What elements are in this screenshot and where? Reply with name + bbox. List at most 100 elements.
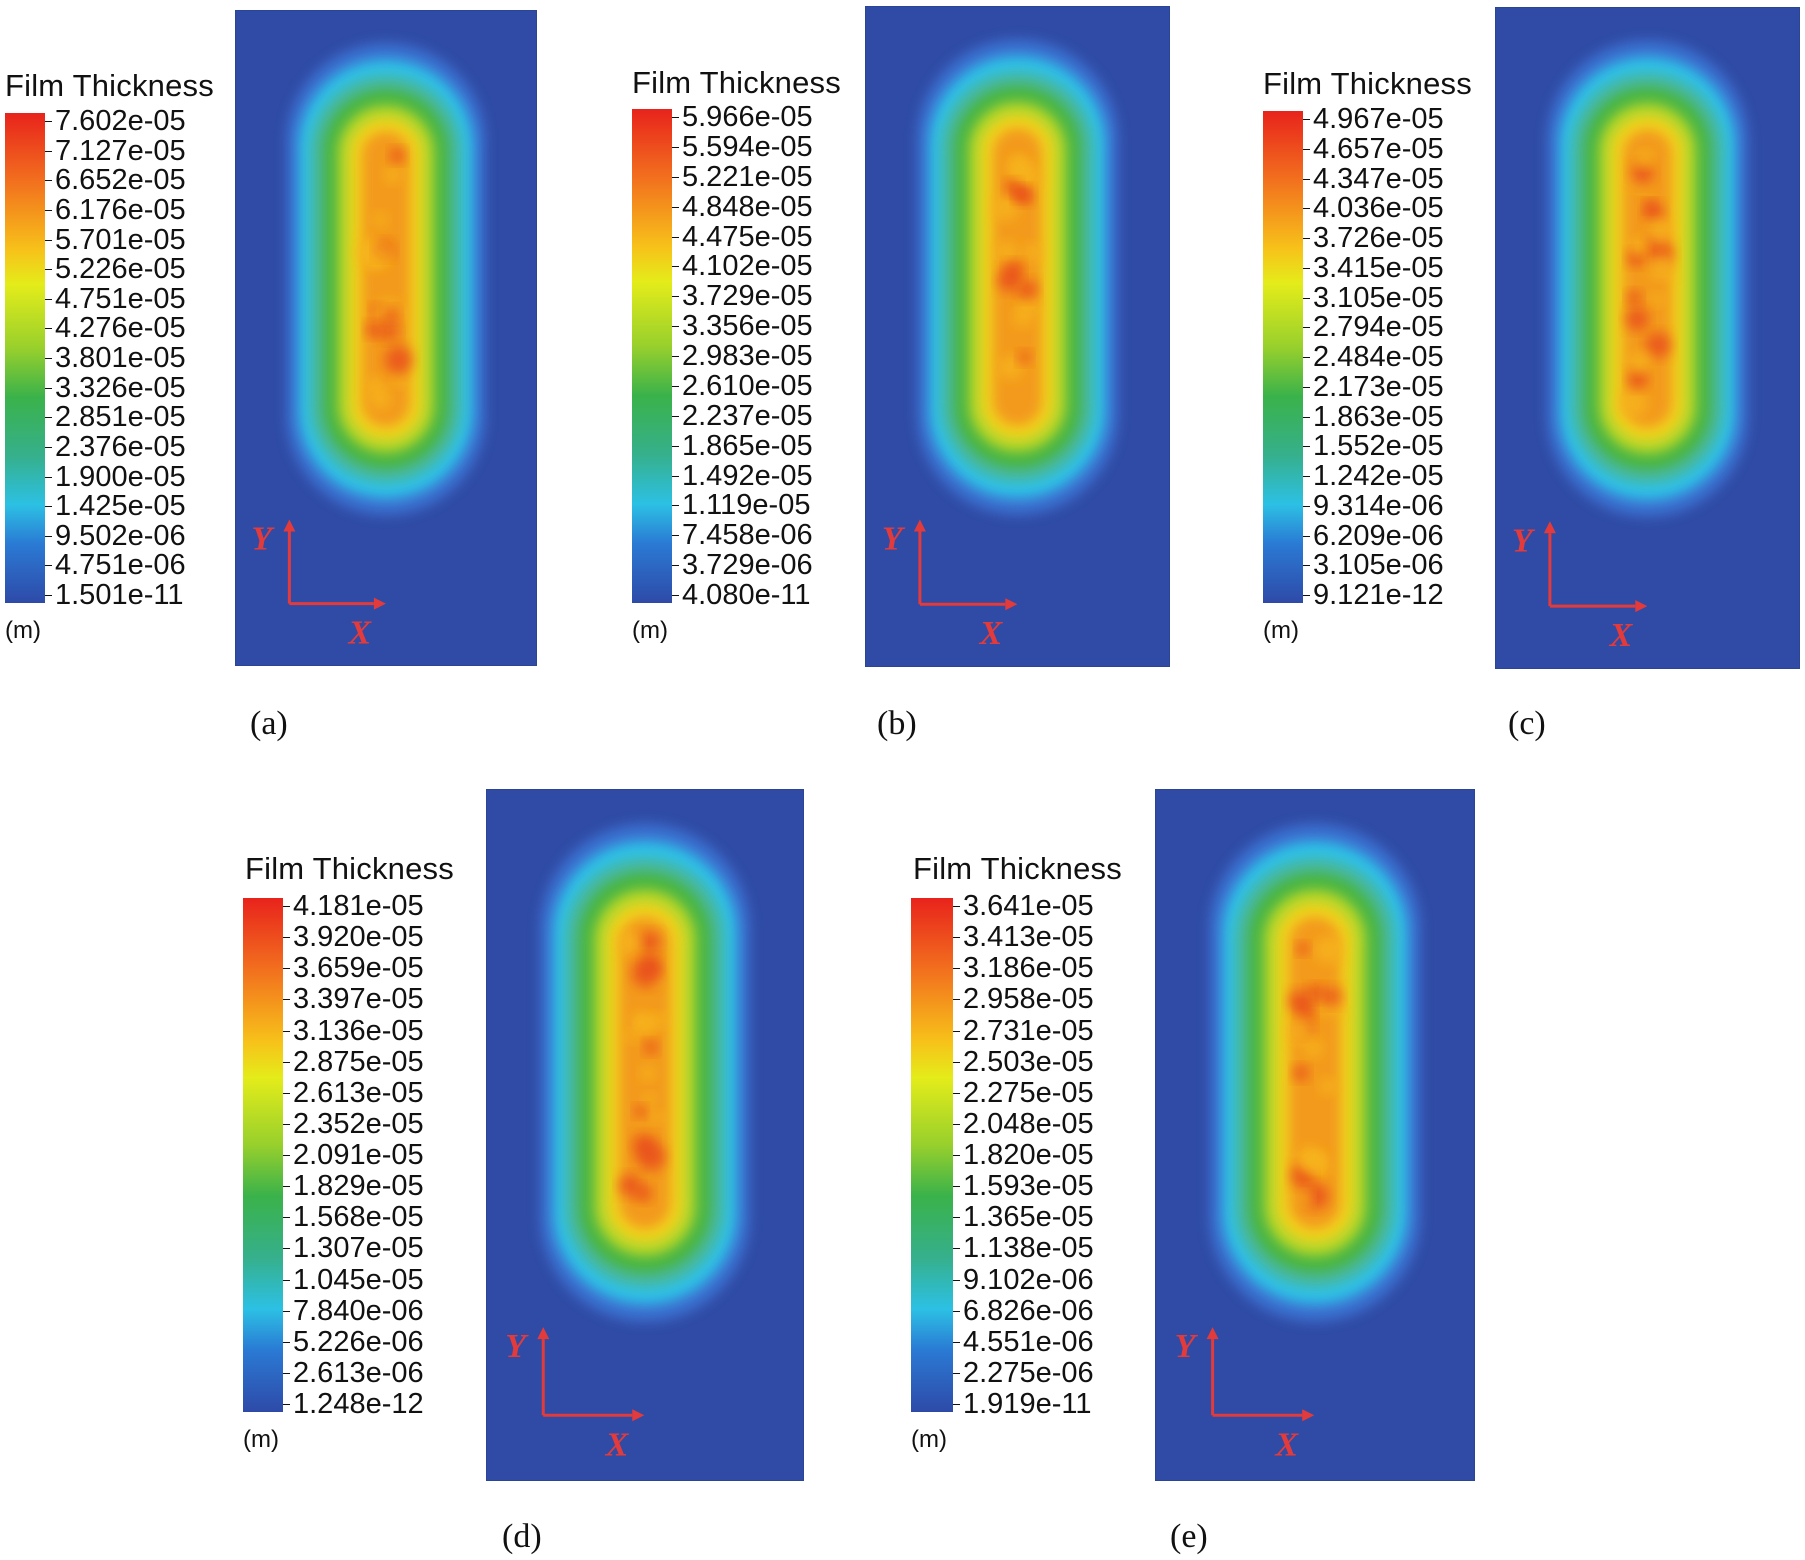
contour-svg: XY — [1175, 823, 1421, 1463]
colorbar-tick-label: 4.657e-05 — [1313, 133, 1444, 165]
colorbar-tick-label: 9.102e-06 — [963, 1264, 1094, 1296]
hotspot-blob — [1630, 161, 1655, 186]
colorbar-tick-label: 1.501e-11 — [55, 579, 184, 611]
colorbar-tick-label: 2.376e-05 — [55, 431, 186, 463]
colorbar-tick — [45, 358, 52, 359]
colorbar-tick-label: 2.275e-05 — [963, 1077, 1094, 1109]
colorbar-tick — [1303, 149, 1310, 150]
colorbar-tick-label: 2.237e-05 — [682, 400, 813, 432]
hotspot-blob — [1305, 1152, 1325, 1172]
colorbar-tick — [953, 1186, 960, 1187]
colorbar-tick — [1303, 179, 1310, 180]
colorbar — [1263, 111, 1303, 603]
colorbar-tick — [1303, 357, 1310, 358]
colorbar-tick-label: 3.397e-05 — [293, 983, 424, 1015]
colorbar-tick — [1303, 536, 1310, 537]
hotspot-blob — [1645, 332, 1672, 358]
contour-svg: XY — [1512, 40, 1749, 654]
hotspot-blob — [1296, 942, 1310, 956]
colorbar-tick-label: 4.036e-05 — [1313, 192, 1444, 224]
colorbar-tick-label: 5.221e-05 — [682, 161, 813, 193]
colorbar-tick — [45, 447, 52, 448]
colorbar-tick — [1303, 119, 1310, 120]
colorbar-tick-label: 1.829e-05 — [293, 1170, 424, 1202]
hotspot-blob — [1296, 1002, 1315, 1021]
colorbar-tick — [672, 207, 679, 208]
colorbar-tick-label: 5.701e-05 — [55, 224, 186, 256]
hotspot-blob — [643, 1093, 657, 1107]
hotspot-blob — [1298, 1191, 1313, 1206]
unit-label: (m) — [911, 1426, 947, 1453]
colorbar-tick-label: 1.242e-05 — [1313, 460, 1444, 492]
colorbar-tick — [672, 237, 679, 238]
colorbar-tick-label: 6.652e-05 — [55, 164, 186, 196]
colorbar-tick — [283, 968, 290, 969]
colorbar — [632, 109, 672, 603]
hotspot-blob — [996, 240, 1018, 263]
hotspot-blob — [1643, 202, 1664, 223]
colorbar-tick-label: 3.801e-05 — [55, 342, 186, 374]
colorbar-tick — [672, 147, 679, 148]
unit-label: (m) — [243, 1426, 279, 1453]
colorbar-tick-label: 3.726e-05 — [1313, 222, 1444, 254]
colorbar-tick — [45, 417, 52, 418]
hotspot-blob — [1650, 292, 1665, 307]
colorbar-tick-label: 1.307e-05 — [293, 1232, 424, 1264]
colorbar-tick-label: 2.983e-05 — [682, 340, 813, 372]
legend-title: Film Thickness — [5, 68, 214, 103]
colorbar-tick-label: 1.119e-05 — [682, 489, 811, 521]
colorbar-tick-label: 2.610e-05 — [682, 370, 813, 402]
colorbar-tick-label: 1.425e-05 — [55, 490, 186, 522]
colorbar-tick — [953, 1404, 960, 1405]
hotspot-blob — [384, 345, 413, 374]
colorbar-tick — [1303, 298, 1310, 299]
colorbar-tick — [45, 151, 52, 152]
colorbar-tick — [672, 356, 679, 357]
hotspot-blob — [617, 931, 641, 955]
hotspot-blob — [389, 147, 406, 164]
colorbar-tick-label: 5.226e-06 — [293, 1326, 424, 1358]
colorbar-tick — [45, 565, 52, 566]
x-axis-arrowhead — [1302, 1409, 1315, 1422]
colorbar-tick — [45, 269, 52, 270]
colorbar-tick-label: 4.347e-05 — [1313, 163, 1444, 195]
hotspot-blob — [1635, 150, 1653, 168]
y-axis-arrowhead — [283, 519, 296, 532]
colorbar-tick-label: 2.613e-05 — [293, 1077, 424, 1109]
panel-caption: (b) — [877, 705, 917, 742]
colorbar-tick-label: 2.958e-05 — [963, 983, 1094, 1015]
hotspot-blob — [634, 1184, 653, 1203]
hotspot-blob — [992, 195, 1019, 222]
panel-caption: (c) — [1508, 705, 1546, 742]
colorbar-tick-label: 3.729e-05 — [682, 280, 813, 312]
colorbar-tick-label: 5.594e-05 — [682, 131, 813, 163]
colorbar-tick — [283, 1342, 290, 1343]
hotspot-blob — [1314, 935, 1343, 964]
y-axis-label: Y — [1512, 522, 1536, 559]
colorbar-tick-label: 2.794e-05 — [1313, 311, 1444, 343]
panel-caption: (d) — [502, 1518, 542, 1555]
colorbar-tick — [953, 1280, 960, 1281]
colorbar-tick-label: 5.226e-05 — [55, 253, 186, 285]
colorbar-tick-label: 4.181e-05 — [293, 890, 424, 922]
colorbar-tick — [672, 266, 679, 267]
y-axis-arrowhead — [1543, 521, 1556, 534]
colorbar-tick-label: 3.415e-05 — [1313, 252, 1444, 284]
colorbar-tick-label: 2.731e-05 — [963, 1015, 1094, 1047]
colorbar-tick — [953, 1311, 960, 1312]
colorbar-tick-label: 4.102e-05 — [682, 250, 813, 282]
colorbar-tick-label: 1.492e-05 — [682, 460, 813, 492]
hotspot-blob — [1627, 369, 1649, 390]
colorbar-tick — [45, 210, 52, 211]
colorbar-tick-label: 1.365e-05 — [963, 1201, 1094, 1233]
hotspot-blob — [1630, 236, 1648, 255]
legend-title: Film Thickness — [245, 851, 454, 886]
colorbar-tick-label: 2.875e-05 — [293, 1046, 424, 1078]
colorbar-tick-label: 4.751e-05 — [55, 283, 186, 315]
colorbar-tick — [672, 326, 679, 327]
hotspot-blob — [630, 1011, 652, 1033]
colorbar-tick-label: 2.352e-05 — [293, 1108, 424, 1140]
colorbar-tick — [45, 180, 52, 181]
colorbar-tick-label: 4.848e-05 — [682, 191, 813, 223]
